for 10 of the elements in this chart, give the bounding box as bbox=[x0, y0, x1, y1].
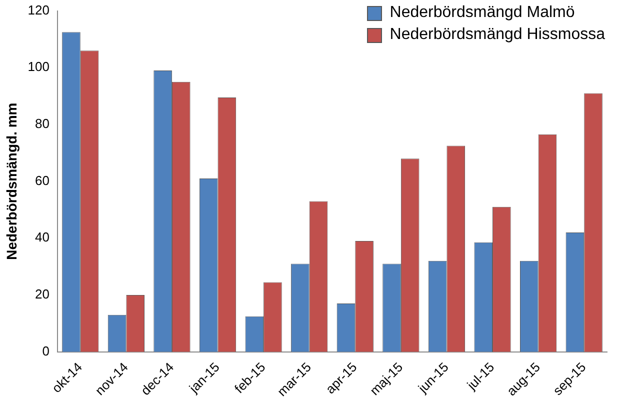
y-tick-label: 60 bbox=[35, 172, 50, 188]
y-tick-label: 80 bbox=[35, 116, 50, 132]
y-tick-label: 100 bbox=[28, 59, 50, 74]
y-tick-label: 0 bbox=[42, 343, 50, 358]
y-tick-label: 20 bbox=[35, 286, 50, 302]
y-tick-label: 120 bbox=[28, 2, 50, 18]
legend-label: Nederbördsmängd Malmö bbox=[390, 4, 575, 22]
y-tick-label: 40 bbox=[35, 230, 50, 245]
legend-label: Nederbördsmängd Hissmossa bbox=[390, 26, 605, 44]
y-axis-title: Nederbördsmängd. mm bbox=[3, 102, 20, 260]
